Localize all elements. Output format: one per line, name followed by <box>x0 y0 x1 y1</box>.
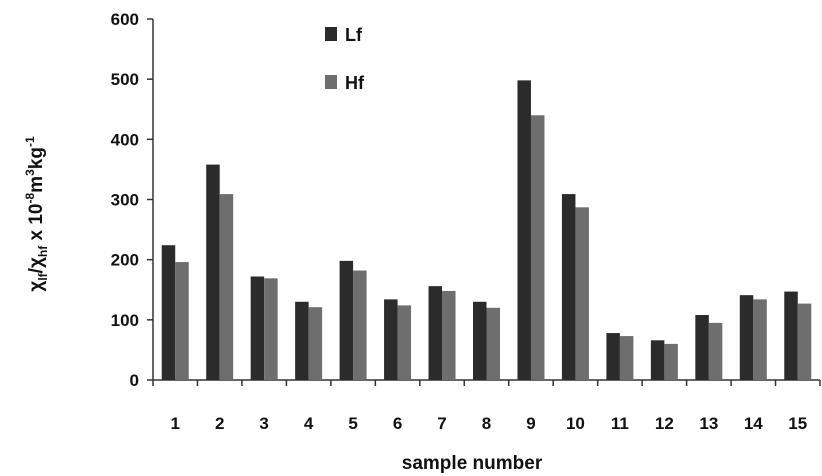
legend-label-hf: Hf <box>345 73 365 93</box>
x-tick-label: 4 <box>304 414 314 433</box>
x-axis-title: sample number <box>402 453 543 474</box>
bar-hf <box>219 194 234 380</box>
bar-hf <box>353 270 367 380</box>
x-axis: 1 2 3 4 5 6 7 8 9 10 11 12 13 14 15 <box>152 379 821 433</box>
y-tick-label: 300 <box>111 191 139 210</box>
bar-lf <box>339 260 354 380</box>
bars <box>161 80 812 381</box>
y-tick-label: 600 <box>111 10 139 29</box>
legend-swatch-lf <box>325 27 337 41</box>
bar-hf <box>797 303 812 380</box>
bar-lf <box>650 340 665 380</box>
x-tick-label: 3 <box>259 414 268 433</box>
x-tick-label: 7 <box>437 414 446 433</box>
bar-lf <box>695 315 709 380</box>
bar-hf <box>530 115 545 381</box>
y-axis: 0 100 200 300 400 500 600 <box>111 10 154 390</box>
bar-hf <box>708 322 723 380</box>
x-tick-label: 8 <box>482 414 491 433</box>
x-tick-label: 14 <box>744 414 763 433</box>
y-tick-label: 0 <box>130 371 139 390</box>
x-tick-label: 5 <box>348 414 357 433</box>
bar-hf <box>397 305 412 380</box>
legend: Lf Hf <box>325 25 365 93</box>
y-axis-title: χlf/χhf x 10-8m3kg-1 <box>23 136 50 292</box>
bar-hf <box>486 307 500 380</box>
bar-lf <box>384 299 398 380</box>
bar-lf <box>295 301 309 380</box>
x-tick-label: 15 <box>788 414 807 433</box>
bar-hf <box>442 290 456 380</box>
bar-lf <box>606 333 620 380</box>
x-tick-label: 11 <box>611 414 629 433</box>
x-tick-label: 6 <box>393 414 402 433</box>
x-tick-label: 9 <box>526 414 535 433</box>
x-tick-label: 10 <box>566 414 585 433</box>
bar-lf <box>517 80 531 381</box>
x-tick-label: 13 <box>699 414 718 433</box>
bar-lf <box>206 164 220 380</box>
bar-lf <box>739 295 754 380</box>
x-tick-label: 12 <box>655 414 674 433</box>
bar-lf <box>428 286 443 380</box>
bar-hf <box>575 207 589 380</box>
bar-hf <box>664 343 678 380</box>
legend-label-lf: Lf <box>345 25 363 45</box>
legend-swatch-hf <box>325 75 337 89</box>
bar-lf <box>561 194 576 380</box>
bar-hf <box>619 336 634 380</box>
bar-hf <box>308 307 323 380</box>
bar-lf <box>250 276 265 380</box>
x-tick-label: 2 <box>215 414 224 433</box>
y-tick-label: 200 <box>111 251 139 270</box>
y-tick-label: 100 <box>111 311 139 330</box>
y-tick-label: 500 <box>111 70 139 89</box>
y-tick-label: 400 <box>111 130 139 149</box>
x-tick-label: 1 <box>170 414 179 433</box>
bar-lf <box>161 245 176 380</box>
bar-hf <box>753 299 767 380</box>
bar-lf <box>473 301 487 380</box>
bar-hf <box>264 278 278 380</box>
bar-lf <box>784 291 798 380</box>
bar-hf <box>175 262 189 380</box>
